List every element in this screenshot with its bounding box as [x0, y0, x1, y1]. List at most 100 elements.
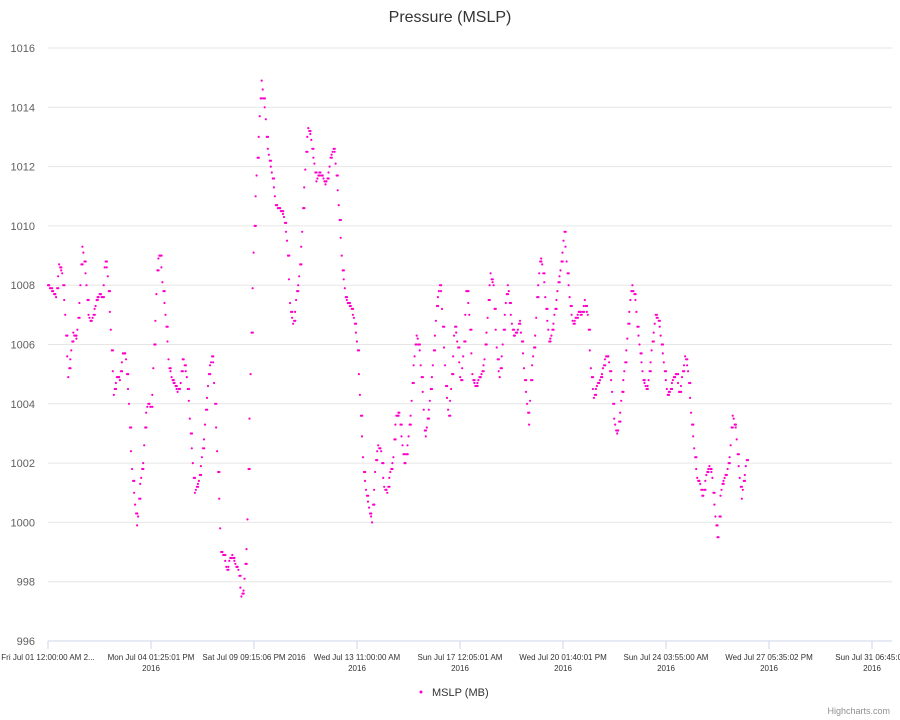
- data-point: [310, 138, 313, 141]
- data-point: [255, 174, 258, 177]
- data-point: [734, 423, 738, 426]
- y-tick-label: 1002: [11, 458, 35, 470]
- data-point: [163, 301, 166, 305]
- data-point: [580, 313, 583, 316]
- data-point: [544, 296, 547, 299]
- data-point: [131, 467, 134, 471]
- data-point: [102, 284, 105, 287]
- data-point: [594, 387, 598, 391]
- credits-link[interactable]: Highcharts.com: [827, 706, 890, 716]
- data-point: [664, 370, 668, 373]
- data-point: [388, 476, 391, 479]
- x-tick-label: Wed Jul 27 05:35:02 PM: [725, 653, 813, 662]
- data-point: [707, 467, 710, 471]
- data-point: [513, 334, 517, 337]
- data-point: [193, 476, 197, 479]
- data-point: [85, 284, 88, 287]
- data-point: [443, 364, 447, 367]
- data-point: [63, 284, 66, 287]
- data-point: [652, 331, 655, 334]
- x-tick-label-year: 2016: [451, 664, 469, 673]
- data-point: [445, 396, 449, 399]
- data-point: [72, 331, 75, 334]
- data-point: [78, 316, 81, 319]
- data-point: [303, 207, 306, 210]
- data-point: [151, 393, 154, 396]
- data-point: [704, 479, 707, 482]
- data-point: [315, 171, 318, 174]
- data-point: [272, 186, 275, 189]
- data-point: [254, 224, 257, 227]
- data-point: [351, 307, 355, 310]
- data-point: [142, 462, 145, 465]
- data-point: [342, 269, 345, 272]
- y-tick-label: 998: [17, 577, 35, 589]
- data-point: [714, 515, 717, 518]
- data-point: [497, 370, 500, 373]
- data-point: [524, 390, 528, 393]
- data-point: [646, 387, 649, 391]
- data-point: [677, 373, 680, 376]
- y-tick-label: 1006: [11, 340, 35, 352]
- data-point: [564, 230, 567, 233]
- data-point: [157, 257, 160, 260]
- data-point: [537, 296, 540, 299]
- data-point: [479, 376, 482, 379]
- data-point: [410, 399, 413, 402]
- data-point: [689, 381, 692, 385]
- data-point: [218, 470, 221, 474]
- x-tick-label: Wed Jul 13 11:00:00 AM: [314, 653, 401, 662]
- data-point: [318, 174, 321, 177]
- data-point: [264, 118, 267, 121]
- data-point: [148, 402, 151, 405]
- data-point: [534, 334, 537, 337]
- data-point: [355, 340, 358, 343]
- data-point: [224, 553, 227, 557]
- data-point: [576, 316, 580, 319]
- data-point: [145, 426, 148, 429]
- data-point: [391, 462, 394, 465]
- data-point: [713, 503, 716, 506]
- data-point: [124, 358, 128, 361]
- data-point: [169, 370, 172, 373]
- data-point: [513, 328, 516, 331]
- x-tick-label-year: 2016: [657, 664, 675, 673]
- data-point: [598, 379, 602, 382]
- data-point: [81, 245, 84, 248]
- x-tick-label: Mon Jul 04 01:25:01 PM: [108, 653, 195, 662]
- data-point: [120, 361, 123, 364]
- data-point: [133, 479, 136, 482]
- data-point: [717, 536, 720, 539]
- data-point: [436, 296, 439, 299]
- data-point: [665, 387, 668, 391]
- data-point: [316, 177, 319, 180]
- legend[interactable]: MSLP (MB): [419, 687, 489, 699]
- data-point: [640, 352, 643, 355]
- data-point: [322, 177, 325, 180]
- data-point: [328, 165, 331, 168]
- data-point: [461, 379, 464, 382]
- data-point: [698, 479, 701, 482]
- y-tick-label: 1004: [11, 399, 35, 411]
- data-point: [430, 387, 434, 391]
- data-point: [187, 399, 190, 402]
- data-point: [289, 301, 292, 305]
- data-point: [452, 355, 455, 358]
- data-point: [442, 346, 446, 349]
- data-point: [336, 174, 339, 177]
- data-point: [285, 221, 288, 224]
- data-point: [588, 349, 591, 352]
- data-point: [427, 408, 430, 411]
- data-point: [738, 476, 741, 479]
- data-point: [728, 462, 731, 465]
- data-point: [458, 361, 461, 364]
- data-point: [731, 414, 734, 417]
- data-point: [285, 239, 289, 242]
- legend-label[interactable]: MSLP (MB): [432, 687, 489, 699]
- data-point: [634, 298, 637, 302]
- data-point: [190, 447, 193, 450]
- x-tick-label-year: 2016: [142, 664, 160, 673]
- data-point: [649, 361, 652, 364]
- legend-marker: [419, 690, 423, 694]
- data-point: [388, 485, 391, 488]
